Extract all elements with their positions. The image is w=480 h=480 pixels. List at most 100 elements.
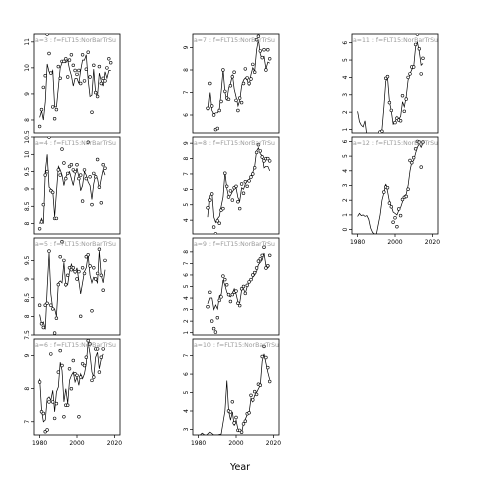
panel-label: a=4 : f=FLT15:NorBarTrSu [35, 140, 116, 147]
observation-point [382, 190, 386, 194]
observation-point [52, 116, 57, 121]
y-tick-label: 8 [24, 387, 31, 391]
y-tick-label: 4 [183, 409, 190, 413]
observation-point [413, 42, 418, 47]
observation-point [256, 34, 261, 38]
observation-point [88, 264, 92, 268]
observation-point [239, 100, 244, 105]
observation-point [241, 81, 246, 86]
observation-point [60, 240, 64, 244]
observation-point [221, 274, 225, 278]
observation-point [39, 107, 44, 112]
observation-point [253, 166, 257, 170]
y-tick-label: 9 [24, 353, 31, 357]
observation-point [217, 221, 221, 225]
observation-point [206, 206, 210, 210]
y-tick-label: 8.5 [24, 293, 31, 303]
observation-point [258, 149, 262, 153]
observation-point [45, 301, 49, 305]
panel-9: 1 2 3 4 5 6 a=11 : f=FLT15:NorBarTrSu [342, 33, 439, 134]
observation-point [78, 375, 83, 379]
y-tick-label: 10 [24, 64, 31, 72]
y-tick-label: 8 [24, 314, 31, 318]
y-tick-label: 5 [183, 390, 190, 394]
observation-point [84, 355, 89, 359]
observation-point [37, 303, 42, 307]
observation-point [253, 270, 257, 275]
y-tick-label: 8 [183, 68, 190, 72]
panel-2: 8 8.5 9 9.5 10 10.5 a=4 : f=FLT15:NorBarTrSu [24, 130, 121, 235]
y-tick-label: 6 [183, 113, 190, 117]
observation-point [223, 89, 227, 94]
observation-point [254, 150, 259, 155]
observation-point [232, 70, 236, 74]
observation-point [67, 367, 72, 371]
y-tick-label: 8 [24, 222, 31, 226]
observation-point [387, 100, 392, 105]
observation-point [262, 245, 266, 249]
observation-point [247, 179, 251, 183]
observation-point [217, 298, 221, 303]
observation-point [82, 271, 87, 276]
observation-point [45, 428, 49, 432]
observation-point [398, 213, 403, 218]
observation-point [99, 81, 104, 86]
observation-point [238, 96, 242, 100]
observation-point [69, 53, 74, 57]
x-axis-title: Year [229, 462, 250, 473]
observation-point [245, 76, 249, 80]
observation-point [412, 65, 416, 69]
observation-point [75, 373, 79, 378]
observation-point [215, 219, 220, 223]
fitted-line [39, 154, 106, 224]
observation-point [406, 187, 410, 191]
observation-point [262, 159, 266, 163]
observation-point [226, 292, 231, 297]
y-tick-label: 5 [342, 154, 349, 158]
observation-point [52, 416, 57, 421]
observation-point [251, 273, 255, 277]
observation-point [71, 63, 76, 68]
observation-point [65, 171, 70, 176]
y-tick-label: 2 [342, 198, 349, 202]
observation-point [221, 68, 225, 72]
observation-point [75, 163, 79, 167]
panel-5: 6 7 8 9 a=7 : f=FLT15:NorBarTrSu [183, 33, 280, 134]
observation-point [97, 370, 102, 374]
observation-point [86, 253, 90, 257]
observation-point [415, 34, 420, 36]
observation-point [101, 347, 105, 351]
observation-point [43, 73, 47, 78]
observation-point [92, 63, 96, 68]
observation-point [264, 266, 268, 270]
observation-point [49, 352, 53, 356]
observation-point [247, 411, 251, 415]
observation-point [82, 363, 87, 368]
observation-point [41, 202, 45, 207]
observation-point [387, 201, 392, 205]
observation-point [50, 190, 55, 195]
y-tick-label: 10.5 [24, 130, 31, 144]
observation-point [37, 124, 42, 129]
observation-point [99, 201, 104, 205]
observation-point [238, 303, 242, 308]
y-tick-label: 8 [183, 156, 190, 160]
observation-point [86, 140, 90, 144]
observation-point [249, 393, 253, 397]
observation-point [54, 107, 59, 112]
observation-point [64, 176, 68, 181]
y-tick-label: 8 [24, 118, 31, 122]
observation-point [264, 68, 268, 72]
observation-point [243, 419, 248, 423]
panel-frame [33, 136, 121, 235]
observation-point [90, 309, 94, 313]
observation-point [210, 192, 214, 196]
panel-label: a=12 : f=FLT15:NorBarTrSu [353, 140, 438, 147]
panel-frame [33, 33, 121, 134]
panel-label: a=9 : f=FLT15:NorBarTrSu [194, 241, 275, 248]
y-tick-label: 9.5 [24, 255, 31, 265]
observation-point [71, 266, 76, 270]
observation-point [264, 355, 268, 360]
y-tick-label: 3 [342, 93, 349, 97]
observation-point [230, 400, 235, 404]
